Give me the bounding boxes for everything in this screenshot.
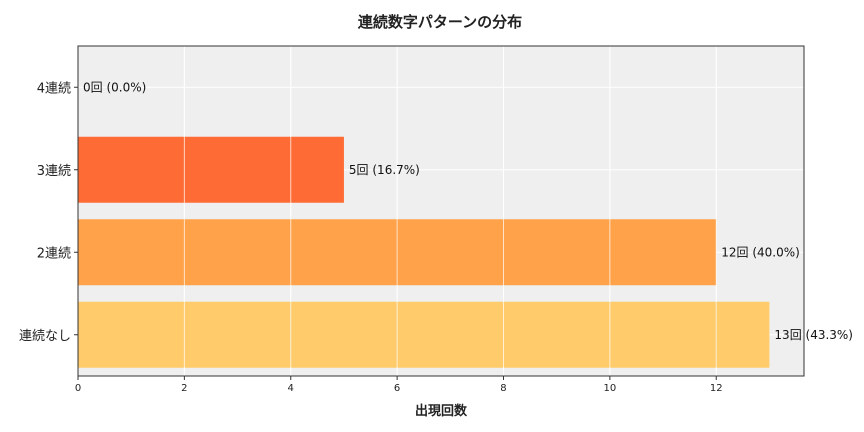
bar-data-label: 5回 (16.7%): [349, 163, 420, 177]
bar-data-label: 13回 (43.3%): [774, 328, 853, 342]
chart-title: 連続数字パターンの分布: [358, 13, 522, 31]
x-axis-label: 出現回数: [415, 403, 468, 419]
plot-frame: [77, 45, 805, 377]
x-tick-label: 12: [710, 383, 723, 394]
bar-data-label: 0回 (0.0%): [83, 80, 146, 94]
x-tick-label: 4: [288, 383, 294, 394]
y-tick-label: 2連続: [37, 246, 71, 261]
y-tick-label: 4連続: [37, 81, 71, 96]
bar-data-label: 12回 (40.0%): [721, 245, 800, 259]
x-tick-label: 2: [181, 383, 187, 394]
bar: [78, 301, 770, 368]
x-tick-label: 10: [604, 383, 617, 394]
x-tick-label: 8: [500, 383, 506, 394]
data-labels: 0回 (0.0%) 5回 (16.7%) 12回 (40.0%) 13回 (43.3%…: [83, 80, 853, 342]
y-tick-label: 連続なし: [19, 329, 71, 344]
x-tick-label: 0: [75, 383, 81, 394]
x-tick-label: 6: [394, 383, 400, 394]
bar: [78, 136, 344, 203]
y-tick-label: 3連続: [37, 164, 71, 179]
